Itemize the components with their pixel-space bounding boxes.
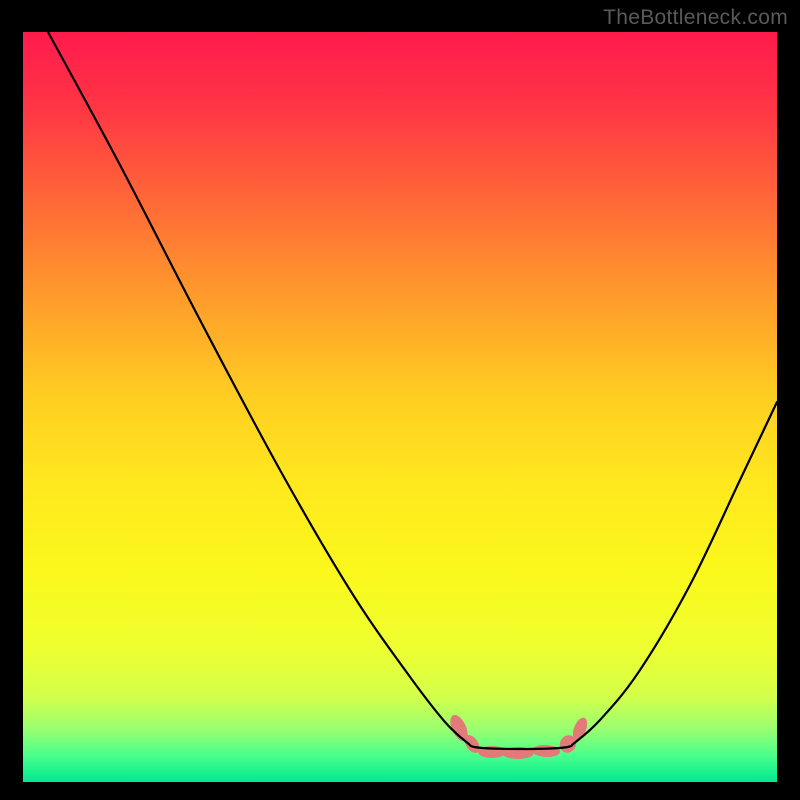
bottleneck-curve: [48, 32, 777, 749]
optimal-marker-band: [447, 712, 590, 759]
watermark-text: TheBottleneck.com: [603, 6, 788, 30]
plot-area: [23, 32, 777, 782]
curve-layer: [23, 32, 777, 782]
